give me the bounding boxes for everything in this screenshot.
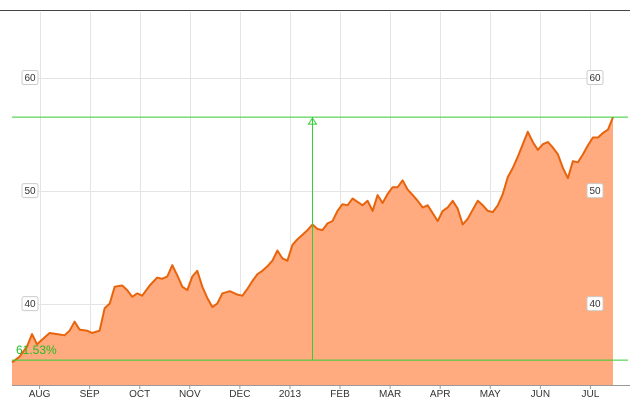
x-tick-label-2: OCT [129, 389, 150, 400]
x-tick-label-4: DEC [229, 389, 250, 400]
y-tick-label-left-2: 60 [24, 73, 36, 84]
change-percent-label: 61.53% [16, 343, 57, 357]
y-tick-box-right-0 [586, 296, 604, 312]
y-tick-box-right-2 [586, 70, 604, 86]
x-tick-label-6: FEB [330, 389, 350, 400]
y-tick-label-left-0: 40 [24, 299, 36, 310]
y-tick-box-left-1 [21, 183, 39, 199]
x-tick-label-10: JUN [531, 389, 550, 400]
y-axis-ticks: 40 40 50 50 60 60 [21, 70, 604, 312]
x-tick-label-3: NOV [179, 389, 201, 400]
y-tick-label-right-2: 60 [589, 73, 601, 84]
y-tick-box-right-1 [586, 183, 604, 199]
y-tick-box-left-0 [21, 296, 39, 312]
x-tick-label-0: AUG [29, 389, 51, 400]
series-line [11, 116, 614, 364]
y-tick-label-left-1: 50 [24, 186, 36, 197]
range-arrow-icon [307, 117, 318, 125]
x-tick-label-9: MAY [480, 389, 501, 400]
y-tick-label-right-0: 40 [589, 299, 601, 310]
y-tick-box-left-2 [21, 70, 39, 86]
x-axis-ticks: AUG SEP OCT NOV DEC 2013 FEB MAR APR MAY JUN JUL [29, 385, 600, 400]
x-tick-label-11: JUL [582, 389, 600, 400]
change-range-overlay: 61.53% [12, 116, 628, 361]
x-tick-label-8: APR [430, 389, 451, 400]
x-tick-label-5: 2013 [279, 389, 302, 400]
y-tick-label-right-1: 50 [589, 186, 601, 197]
x-tick-label-1: SEP [80, 389, 100, 400]
x-tick-label-7: MAR [379, 389, 401, 400]
